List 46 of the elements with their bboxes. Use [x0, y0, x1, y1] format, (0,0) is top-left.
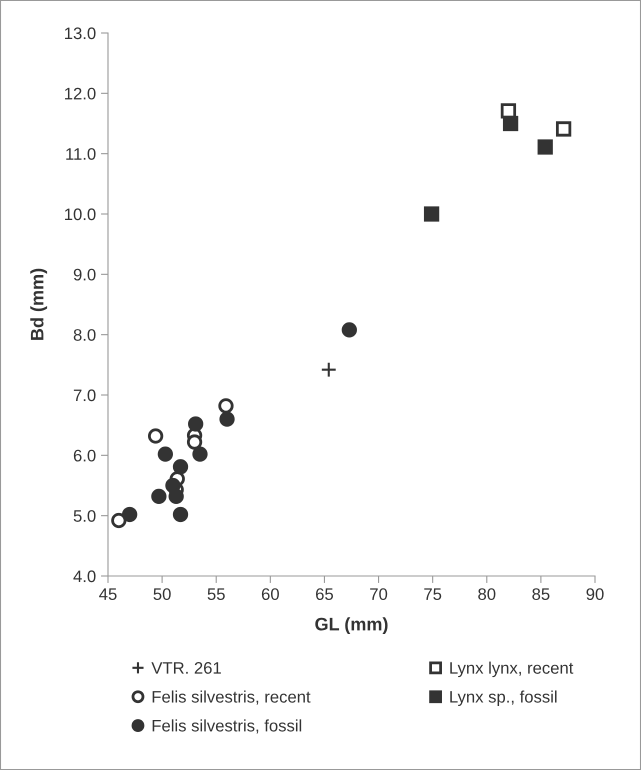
legend-label: Felis silvestris, recent [152, 690, 310, 705]
x-tick-label: 55 [208, 588, 225, 600]
y-tick-label: 10.0 [65, 208, 96, 220]
point [158, 446, 173, 462]
legend-label: VTR. 261 [151, 662, 221, 674]
point [342, 322, 357, 338]
y-tick-label: 13.0 [65, 27, 96, 40]
legend-label: Lynx lynx, recent [450, 662, 574, 678]
point [502, 116, 518, 132]
x-tick-label: 85 [532, 588, 550, 600]
x-tick-label: 90 [586, 588, 604, 600]
point [188, 416, 204, 432]
y-tick-label: 9.0 [74, 268, 96, 281]
point [148, 428, 164, 444]
x-axis-title: GL (mm) [315, 617, 388, 634]
y-tick-label: 11.0 [66, 148, 96, 160]
point [168, 488, 184, 504]
point [556, 121, 572, 137]
point [172, 459, 188, 474]
point [151, 488, 167, 504]
y-tick-label: 5.0 [74, 510, 96, 522]
x-tick-label: 60 [262, 588, 279, 600]
x-tick-label: 75 [424, 588, 442, 600]
y-tick-label: 7.0 [74, 389, 96, 402]
y-tick-label: 4.0 [73, 570, 96, 582]
point [320, 362, 337, 378]
point [424, 206, 440, 222]
y-tick-label: 6.0 [74, 450, 96, 462]
x-tick-label: 65 [316, 588, 334, 600]
y-tick-label: 12.0 [65, 88, 96, 100]
y-tick-label: 8.0 [74, 329, 96, 341]
point [186, 434, 202, 450]
point [172, 506, 188, 522]
legend-label: Lynx sp., fossil [450, 690, 556, 706]
point [538, 139, 553, 155]
point [192, 446, 208, 462]
y-axis-title: Bd (mm) [30, 268, 48, 340]
x-tick-label: 50 [154, 588, 171, 600]
point [111, 512, 126, 528]
x-tick-label: 80 [478, 588, 496, 600]
x-tick-label: 70 [370, 588, 388, 600]
point [219, 411, 235, 427]
point [122, 506, 138, 522]
legend-label: Felis silvestris, fossil [152, 719, 302, 734]
x-tick-label: 45 [99, 588, 117, 600]
point [218, 398, 234, 414]
